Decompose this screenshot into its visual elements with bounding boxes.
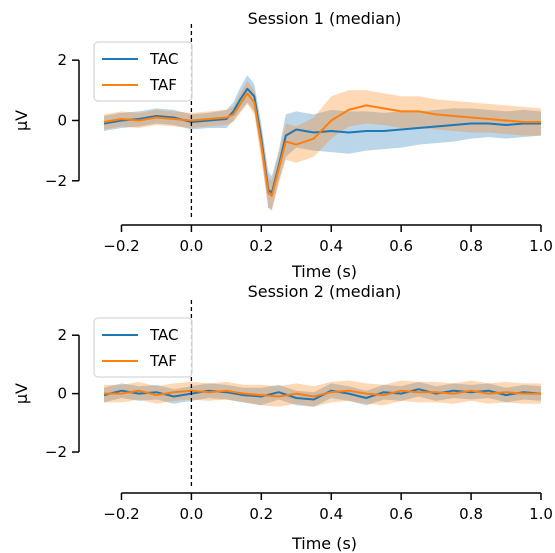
series-line-tac — [103, 87, 541, 194]
legend: TAC TAF — [93, 41, 193, 102]
legend-label-tac: TAC — [149, 326, 178, 344]
y-tick-label: 0 — [57, 111, 67, 129]
y-tick-label: 0 — [57, 385, 67, 403]
x-tick-label: 0.8 — [459, 505, 483, 523]
legend-label-taf: TAF — [149, 76, 177, 94]
series-line-taf — [103, 92, 541, 197]
x-tick-label: 0.4 — [319, 505, 343, 523]
x-tick-label: 0.2 — [249, 237, 273, 255]
legend-box — [93, 41, 193, 102]
y-tick-label: −2 — [45, 172, 67, 190]
legend: TAC TAF — [93, 317, 193, 378]
series-line-taf — [104, 389, 541, 398]
chart-panel-2: Session 2 (median) −0.2 0.0 0.2 0.4 0.6 0.8 1.0… — [12, 282, 553, 553]
x-tick-label: 0.6 — [389, 237, 413, 255]
chart-panel-1: Session 1 (median) −0.2 0.0 0.2 0.4 0.6 0.8 1.0… — [12, 9, 553, 281]
legend-label-taf: TAF — [149, 352, 177, 370]
x-tick-label: 1.0 — [529, 237, 553, 255]
y-axis-label: µV — [12, 383, 31, 404]
x-tick-label: 0.0 — [179, 237, 203, 255]
series-band-tac — [104, 75, 541, 210]
x-axis-label: Time (s) — [291, 262, 357, 281]
legend-label-tac: TAC — [149, 50, 178, 68]
x-tick-label: 0.0 — [179, 505, 203, 523]
y-tick-label: −2 — [45, 443, 67, 461]
x-tick-label: −0.2 — [103, 237, 139, 255]
y-axis-label: µV — [12, 110, 31, 131]
y-tick-label: 2 — [57, 326, 67, 344]
y-tick-label: 2 — [57, 51, 67, 69]
x-tick-label: 0.6 — [389, 505, 413, 523]
chart-title: Session 2 (median) — [248, 282, 402, 301]
x-tick-label: −0.2 — [103, 505, 139, 523]
x-tick-label: 0.2 — [249, 505, 273, 523]
legend-box — [93, 317, 193, 378]
x-axis-label: Time (s) — [291, 534, 357, 553]
chart-title: Session 1 (median) — [248, 9, 402, 28]
x-tick-label: 0.4 — [319, 237, 343, 255]
x-tick-label: 0.8 — [459, 237, 483, 255]
x-tick-label: 1.0 — [529, 505, 553, 523]
